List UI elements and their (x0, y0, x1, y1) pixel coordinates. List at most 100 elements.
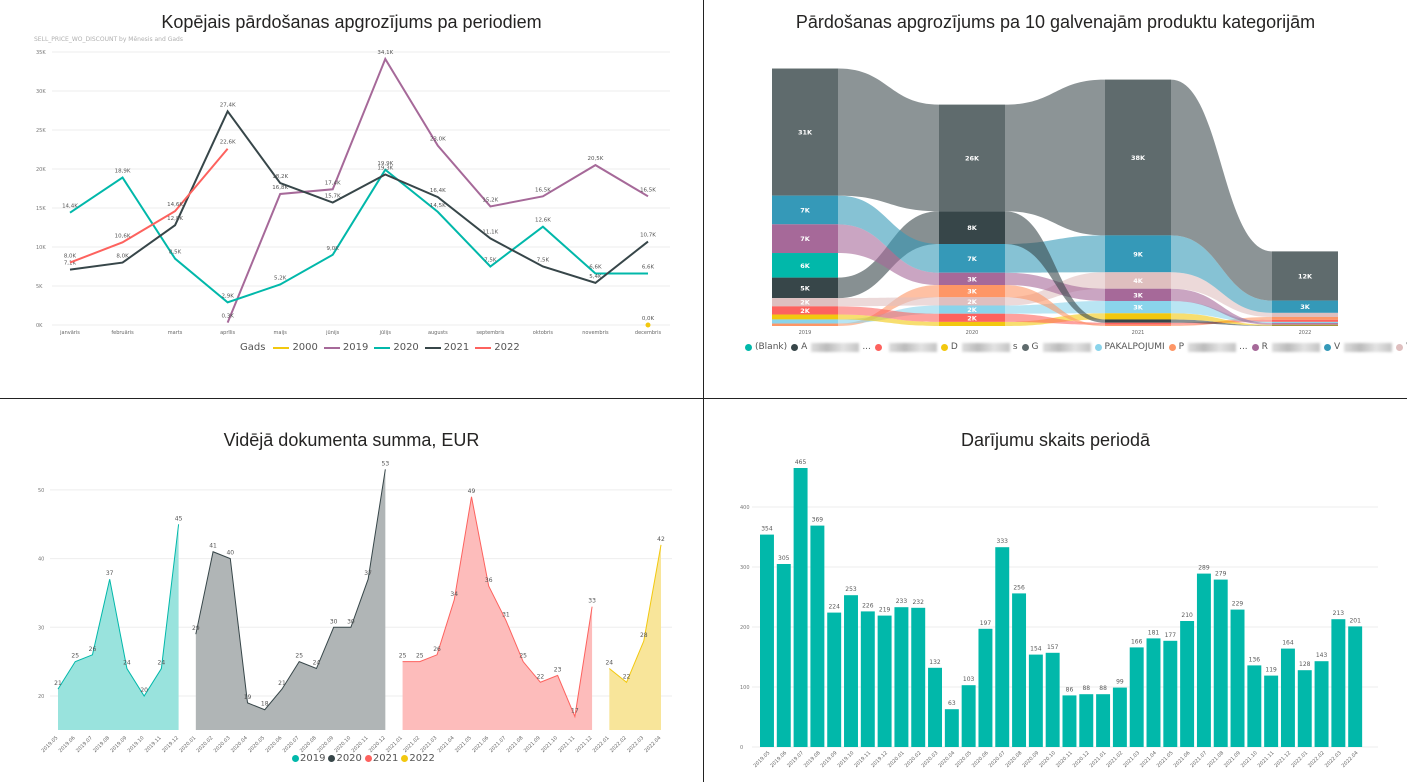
sankey-node-p-2019 (772, 323, 838, 326)
panel-divider-vertical (703, 0, 704, 782)
bar-2020.06 (978, 628, 993, 747)
sankey-link-g (1005, 79, 1105, 236)
x-tick-label: 2019.12 (161, 735, 180, 754)
data-label: 25 (519, 653, 527, 660)
bar-data-label: 333 (997, 538, 1009, 545)
data-label: 5,2K (274, 275, 287, 281)
a-dot-icon (791, 343, 799, 351)
sankey-node-label: 26K (965, 154, 980, 162)
x-tick-label: 2020.02 (904, 750, 923, 769)
data-label: 19,3K (377, 165, 393, 171)
area-line-2022 (609, 544, 662, 684)
data-label: 6,6K (589, 265, 602, 271)
data-label: 30 (330, 618, 338, 625)
x-tick-label: oktobris (533, 330, 554, 336)
x-tick-label: 2019.05 (41, 735, 60, 754)
series-line-2022 (69, 148, 229, 264)
bar-data-label: 177 (1165, 632, 1177, 639)
bar-2020.08 (1012, 593, 1027, 747)
x-tick-label: 2022.03 (626, 735, 645, 754)
sankey-node-p-2021 (1105, 324, 1171, 326)
x-tick-label: 2021.07 (488, 735, 507, 754)
bar-2019.07 (793, 468, 808, 747)
x-tick-label: 2021.03 (1122, 750, 1141, 769)
x-tick-label: marts (168, 330, 183, 336)
bar-data-label: 232 (912, 599, 924, 606)
sankey-node-label: 31K (798, 129, 813, 137)
legend-item-2022: 2022 (475, 342, 520, 353)
x-tick-label: 2021.11 (1257, 750, 1276, 769)
x-tick-label: maijs (274, 330, 288, 336)
x-tick-label: 2019.11 (144, 735, 163, 754)
data-label: 20 (140, 687, 148, 694)
data-label: 24 (605, 660, 613, 667)
x-tick-label: 2019.08 (92, 735, 111, 754)
bar-data-label: 229 (1232, 601, 1244, 608)
x-tick-label: 2021.09 (1223, 750, 1242, 769)
bar-data-label: 86 (1066, 686, 1074, 693)
x-tick-label: 2021.05 (1156, 750, 1175, 769)
data-label: 15,7K (325, 194, 341, 200)
data-label: 22,6K (220, 140, 236, 146)
sankey-node-d-2022 (1272, 324, 1338, 326)
2020-swatch-icon (374, 346, 391, 349)
sankey-node-label: 2K (967, 306, 978, 314)
legend-item-2021: 2021 (364, 753, 398, 764)
legend-item-p: P... (1168, 342, 1248, 352)
sankey-node-r-2021 (1105, 288, 1171, 301)
2022-dot-icon (401, 755, 409, 762)
legend-label: R (1261, 342, 1268, 352)
bar-2020.05 (961, 685, 976, 747)
x-tick-label: 2021.09 (523, 735, 542, 754)
bar-data-label: 465 (795, 459, 807, 466)
sankey-node-v-2021 (1105, 235, 1171, 273)
bar-data-label: 256 (1013, 584, 1025, 591)
sankey-node-g-2019 (772, 68, 838, 196)
sankey-link-a (1005, 211, 1105, 323)
data-label: 19,9K (377, 161, 393, 167)
bar-data-label: 99 (1116, 679, 1124, 686)
bar-data-label: 143 (1316, 652, 1328, 659)
y-tick-label: 50 (38, 488, 44, 494)
x-tick-label: 2019.06 (58, 735, 77, 754)
data-label: 29 (192, 625, 200, 632)
bar-2021.09 (1230, 609, 1245, 747)
data-label: 23,0K (430, 137, 446, 143)
data-label: 18,9K (115, 169, 131, 175)
revenue-by-period-legend: Gads 2000 2019 2020 2021 2022 (240, 342, 520, 353)
sankey-node-label: 9K (1133, 250, 1144, 258)
sankey-node-label: 2K (800, 307, 811, 315)
data-label: 8,0K (64, 254, 77, 260)
data-label: 22 (623, 673, 631, 680)
x-tick-label: 2021.01 (385, 735, 404, 754)
data-label: 15,2K (482, 197, 498, 203)
x-tick-label: 2021.10 (1240, 750, 1259, 769)
data-label: 10,6K (115, 233, 131, 239)
sankey-node-v-2020 (939, 244, 1005, 273)
bar-data-label: 213 (1333, 610, 1345, 617)
data-label: 18,2K (272, 174, 288, 180)
y-tick-label: 30 (38, 625, 44, 631)
sankey-column-label: 2022 (1299, 330, 1312, 336)
sankey-node-v-2019 (772, 195, 838, 225)
data-label: 14,5K (430, 203, 446, 209)
sankey-node-a-2021 (1105, 319, 1171, 323)
bar-data-label: 219 (879, 607, 891, 614)
legend-item-g: G (1021, 342, 1091, 352)
v-dot-icon (1323, 343, 1331, 351)
sankey-link-g (838, 68, 939, 212)
sankey-node-red-2022 (1272, 319, 1338, 322)
sankey-node-label: 3K (1300, 303, 1311, 311)
bar-2019.05 (760, 534, 774, 747)
legend-item-pak: PAKALPOJUMI (1094, 342, 1165, 352)
bar-data-label: 119 (1265, 667, 1277, 674)
sankey-column-label: 2021 (1132, 330, 1145, 336)
sankey-node-label: 4K (1133, 277, 1144, 285)
sankey-node-r-2019 (772, 224, 838, 254)
blurred-name (1271, 342, 1320, 352)
area-line-2020 (195, 469, 386, 711)
sankey-node-g-2021 (1105, 79, 1171, 236)
bar-2019.09 (827, 612, 842, 747)
bar-data-label: 210 (1181, 612, 1193, 619)
v2-dot-icon (1396, 343, 1404, 351)
